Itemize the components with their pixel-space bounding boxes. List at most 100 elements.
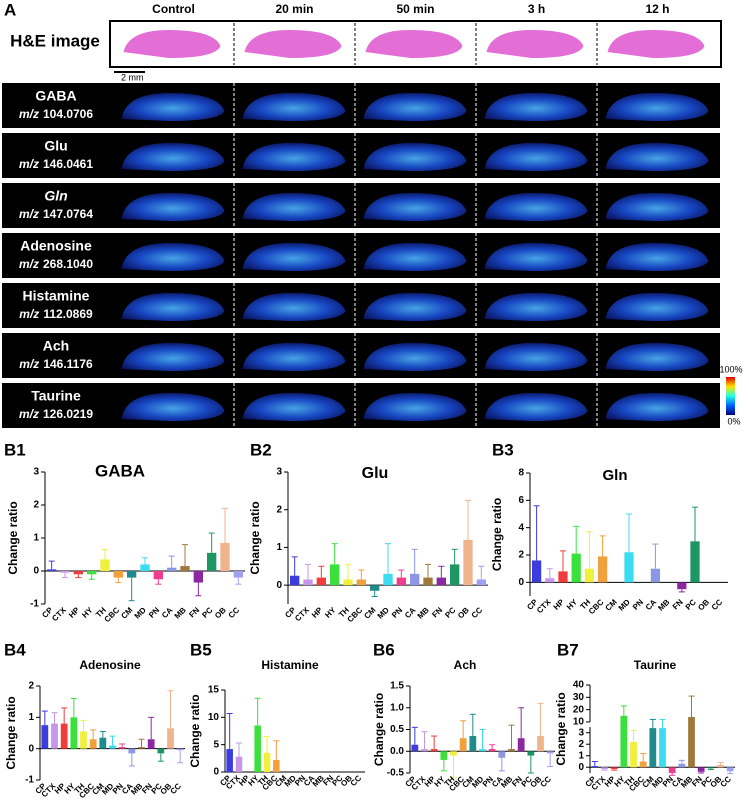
panel-label: B7 <box>557 640 579 659</box>
bar <box>147 739 155 749</box>
mz-value: 112.0869 <box>43 307 93 321</box>
x-tick-label: CTX <box>50 605 68 623</box>
x-tick-label: CC <box>227 605 242 620</box>
y-tick-label: 4 <box>518 522 524 533</box>
bar <box>193 571 203 583</box>
analyte-name: Gln <box>44 188 67 204</box>
x-tick-label: HP <box>552 597 567 612</box>
bar <box>51 723 58 749</box>
bar <box>620 715 628 768</box>
y-axis-label: Change ratio <box>372 693 386 766</box>
y-tick-label: 0.0 <box>390 746 404 757</box>
y-tick-label: 40 <box>573 680 585 691</box>
msi-image <box>484 343 588 371</box>
x-tick-label: CA <box>403 605 418 620</box>
bar <box>157 748 165 754</box>
msi-image <box>121 93 225 121</box>
msi-image <box>484 193 588 221</box>
x-tick-label: MD <box>376 605 391 620</box>
bar <box>80 731 87 749</box>
panel-label: B5 <box>190 640 212 659</box>
y-tick-label: 1.5 <box>390 681 404 692</box>
y-tick-label: -1 <box>25 775 34 786</box>
mz-prefix: m/z <box>19 407 39 421</box>
bar <box>118 747 126 749</box>
bar <box>690 541 700 583</box>
y-tick-label: 2 <box>33 500 39 511</box>
mz-prefix: m/z <box>19 307 39 321</box>
x-tick-label: CM <box>119 605 134 620</box>
bar <box>601 767 608 769</box>
y-tick-label: 0 <box>33 566 39 577</box>
msi-image <box>605 143 709 171</box>
bar <box>688 717 695 768</box>
x-tick-label: CC <box>349 773 364 788</box>
mz-prefix: m/z <box>19 257 39 271</box>
y-axis-label: Change ratio <box>248 501 262 574</box>
he-section <box>486 30 584 58</box>
msi-image <box>121 343 225 371</box>
bar <box>430 749 438 752</box>
x-tick-label: PN <box>390 605 404 619</box>
msi-row <box>2 183 720 228</box>
mz-label: m/z 104.0706 <box>19 107 93 121</box>
chart-title: Adenosine <box>79 658 141 672</box>
y-tick-label: 3 <box>276 467 282 478</box>
y-axis-label: Change ratio <box>490 498 504 571</box>
bar <box>207 552 217 571</box>
msi-image <box>121 293 225 321</box>
x-tick-label: MD <box>133 605 148 620</box>
msi-image <box>484 393 588 421</box>
bar <box>153 571 163 580</box>
bar <box>717 764 724 768</box>
analyte-name: Taurine <box>31 388 81 404</box>
bar <box>113 571 123 578</box>
bar <box>273 759 280 772</box>
x-tick-label: OB <box>213 605 228 620</box>
chart-title: Ach <box>454 658 477 672</box>
msi-image <box>242 143 346 171</box>
bar <box>140 564 150 571</box>
x-tick-label: CTX <box>293 605 311 623</box>
bar <box>396 577 406 586</box>
y-tick-label: 0 <box>578 762 584 773</box>
bar <box>128 748 136 754</box>
chart-title: Histamine <box>261 658 319 672</box>
panel-label: A <box>4 0 16 19</box>
bar <box>707 767 715 769</box>
he-section <box>607 30 705 58</box>
colorbar-max: 100% <box>719 364 742 374</box>
bar <box>508 749 515 752</box>
bar <box>450 751 457 756</box>
x-tick-label: OB <box>456 605 471 620</box>
bar <box>99 737 107 749</box>
x-tick-label: PC <box>684 597 698 611</box>
bar <box>459 738 467 752</box>
msi-image <box>242 343 346 371</box>
bar <box>517 738 525 752</box>
msi-image <box>363 343 467 371</box>
bar <box>254 725 261 772</box>
column-header: 12 h <box>645 2 669 16</box>
y-tick-label: 3 <box>33 467 39 478</box>
x-tick-label: CA <box>644 597 659 612</box>
bar <box>47 569 57 571</box>
bar <box>73 571 83 575</box>
bar <box>263 752 271 772</box>
mz-value: 268.1040 <box>43 257 93 271</box>
bar <box>233 571 243 578</box>
bar <box>226 749 233 772</box>
bar <box>659 728 666 768</box>
x-tick-label: CC <box>169 781 184 796</box>
msi-image <box>121 143 225 171</box>
x-tick-label: HY <box>323 605 338 620</box>
msi-image <box>363 243 467 271</box>
panel-label: B1 <box>4 440 26 459</box>
mz-value: 104.0706 <box>43 107 93 121</box>
y-tick-label: 1 <box>33 533 39 544</box>
msi-image <box>605 293 709 321</box>
msi-row <box>2 133 720 178</box>
mz-label: m/z 146.1176 <box>19 357 93 371</box>
bar <box>410 573 420 586</box>
